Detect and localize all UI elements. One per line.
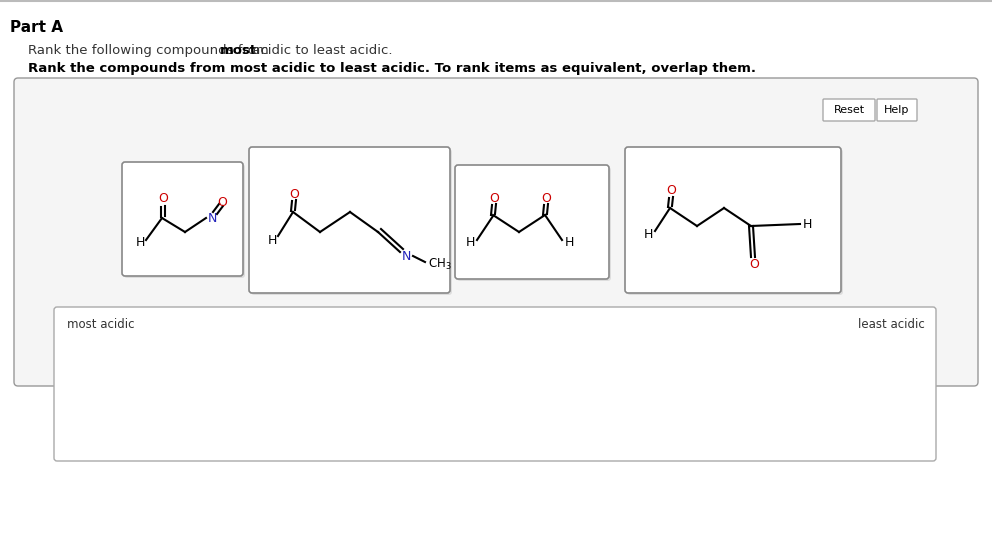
Text: O: O [666,184,676,197]
Text: Part A: Part A [10,20,63,35]
FancyBboxPatch shape [251,149,452,295]
FancyBboxPatch shape [249,147,450,293]
Text: Rank the compounds from most acidic to least acidic. To rank items as equivalent: Rank the compounds from most acidic to l… [28,62,756,75]
FancyBboxPatch shape [14,78,978,386]
FancyBboxPatch shape [455,165,609,279]
Text: CH$_3$: CH$_3$ [429,256,451,271]
Text: most: most [220,44,257,57]
FancyBboxPatch shape [457,167,611,281]
Text: H: H [465,237,475,250]
Text: O: O [541,191,551,205]
Text: O: O [217,195,227,208]
FancyBboxPatch shape [625,147,841,293]
FancyBboxPatch shape [124,164,245,278]
Text: Rank the following compounds from: Rank the following compounds from [28,44,273,57]
Text: Help: Help [884,105,910,115]
Text: O: O [289,188,299,201]
Text: least acidic: least acidic [858,318,925,331]
FancyBboxPatch shape [877,99,917,121]
Text: H: H [564,237,573,250]
Text: H: H [644,228,653,242]
FancyBboxPatch shape [823,99,875,121]
Text: N: N [402,250,411,263]
Text: O: O [749,257,759,270]
Text: O: O [158,191,168,205]
FancyBboxPatch shape [122,162,243,276]
Text: most acidic: most acidic [67,318,135,331]
FancyBboxPatch shape [54,307,936,461]
FancyBboxPatch shape [627,149,843,295]
Text: N: N [207,213,216,226]
Text: acidic to least acidic.: acidic to least acidic. [248,44,393,57]
Text: O: O [489,191,499,205]
Text: H: H [267,233,277,246]
Text: H: H [803,218,811,231]
Text: Reset: Reset [833,105,865,115]
Text: H: H [135,237,145,250]
